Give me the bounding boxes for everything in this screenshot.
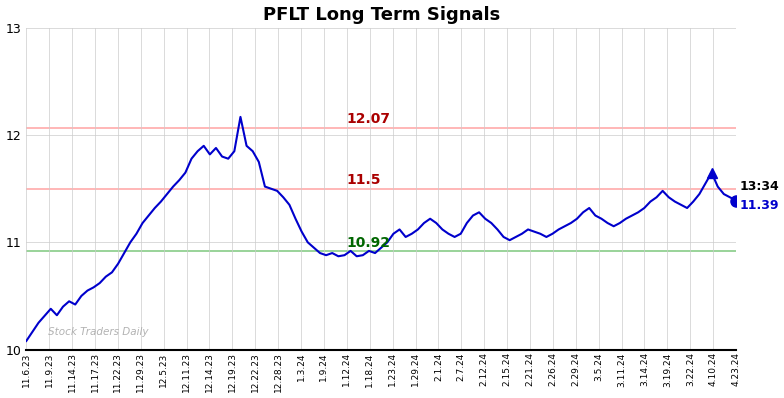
Text: 11.39: 11.39 [739, 199, 779, 212]
Text: 10.92: 10.92 [347, 236, 391, 250]
Text: Stock Traders Daily: Stock Traders Daily [48, 327, 148, 337]
Text: 13:34: 13:34 [739, 180, 779, 193]
Text: 12.07: 12.07 [347, 112, 391, 126]
Text: 11.5: 11.5 [347, 174, 381, 187]
Title: PFLT Long Term Signals: PFLT Long Term Signals [263, 6, 500, 23]
